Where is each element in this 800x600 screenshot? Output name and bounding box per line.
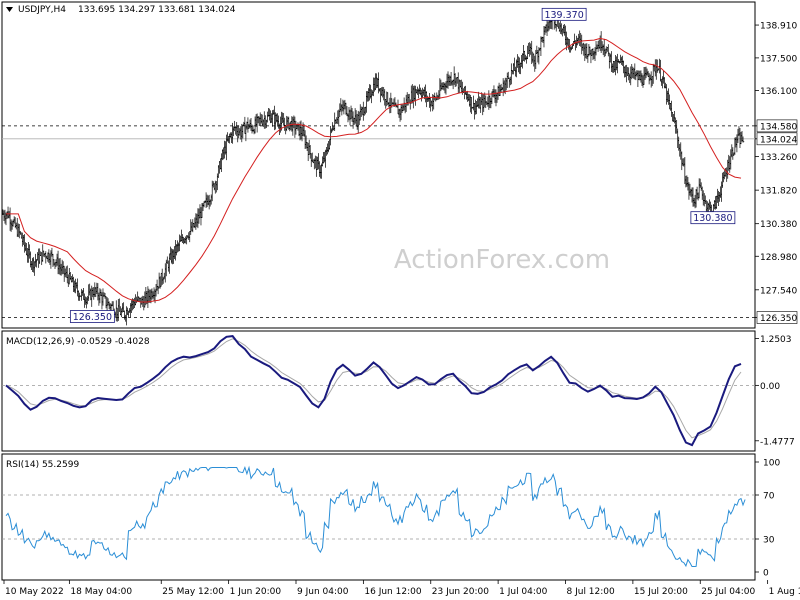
svg-text:133.260: 133.260: [760, 153, 797, 163]
y-tick-label: 126.350: [755, 311, 797, 324]
svg-text:131.820: 131.820: [760, 187, 797, 197]
x-tick-label: 1 Jul 04:00: [497, 580, 548, 597]
x-tick-label: 1 Aug 12:00: [767, 580, 800, 597]
svg-text:128.980: 128.980: [760, 253, 797, 263]
x-tick-label: 9 Jun 04:00: [295, 580, 349, 597]
price-annotation: 126.350: [69, 310, 115, 323]
svg-text:10 May 2022: 10 May 2022: [5, 587, 64, 597]
y-tick-label: 131.820: [755, 187, 797, 197]
macd-line: [5, 335, 742, 447]
price-annotation: 130.380: [690, 211, 736, 224]
rsi-y-tick: 30: [755, 536, 775, 546]
x-tick-label: 16 Jun 12:00: [362, 580, 422, 597]
y-tick-label: 128.980: [755, 253, 797, 263]
rsi-title: RSI(14) 55.2599: [6, 460, 79, 470]
svg-text:1 Jul 04:00: 1 Jul 04:00: [499, 587, 548, 597]
svg-text:9 Jun 04:00: 9 Jun 04:00: [297, 587, 349, 597]
watermark: ActionForex.com: [394, 245, 610, 275]
macd-title: MACD(12,26,9) -0.0529 -0.4028: [6, 337, 150, 347]
y-tick-label: 138.910: [755, 22, 797, 32]
x-tick-label: 25 Jul 04:00: [699, 580, 755, 597]
x-tick-label: 23 Jun 20:00: [430, 580, 489, 597]
svg-text:138.910: 138.910: [760, 22, 797, 32]
svg-text:1.2503: 1.2503: [760, 335, 792, 345]
svg-text:30: 30: [763, 536, 775, 546]
macd-group: 1.2503 0.00 -1.4777: [2, 335, 795, 447]
svg-text:23 Jun 20:00: 23 Jun 20:00: [432, 587, 489, 597]
macd-y-tick: 1.2503: [755, 335, 792, 345]
macd-panel-frame: [1, 330, 756, 452]
svg-text:1 Aug 12:00: 1 Aug 12:00: [769, 587, 800, 597]
svg-text:137.500: 137.500: [760, 54, 797, 64]
x-tick-label: 1 Jun 20:00: [228, 580, 282, 597]
y-tick-label: 130.380: [755, 220, 797, 230]
svg-text:18 May 04:00: 18 May 04:00: [70, 587, 132, 597]
svg-text:25 Jul 04:00: 25 Jul 04:00: [701, 587, 755, 597]
svg-text:127.540: 127.540: [760, 286, 797, 296]
svg-text:0: 0: [763, 569, 769, 579]
x-tick-label: 10 May 2022: [3, 580, 64, 597]
y-tick-label: 136.100: [755, 87, 797, 97]
rsi-y-tick: 100: [755, 459, 780, 469]
y-tick-label: 127.540: [755, 286, 797, 296]
dropdown-triangle-icon[interactable]: [6, 7, 13, 12]
svg-text:70: 70: [763, 492, 775, 502]
svg-text:139.370: 139.370: [544, 10, 583, 21]
svg-text:126.350: 126.350: [73, 312, 112, 323]
svg-text:136.100: 136.100: [760, 87, 797, 97]
svg-text:130.380: 130.380: [693, 213, 732, 224]
svg-text:126.350: 126.350: [760, 314, 797, 324]
ohlc-readout: 133.695 134.297 133.681 134.024: [78, 5, 236, 15]
time-axis: 10 May 2022 18 May 04:00 25 May 12:00 1 Jun…: [3, 580, 800, 597]
price-panel-frame: [1, 1, 756, 329]
rsi-line: [5, 465, 746, 568]
price-axis: 138.910 137.500 136.100 134.580 134.024 133.2…: [755, 22, 797, 324]
rsi-panel-frame: [1, 453, 756, 581]
svg-text:134.580: 134.580: [760, 122, 797, 132]
price-reference-lines: [2, 125, 755, 318]
moving-average-group: [6, 37, 742, 303]
x-tick-label: 18 May 04:00: [68, 580, 132, 597]
price-annotation: 139.370: [541, 7, 587, 21]
svg-text:15 Jul 20:00: 15 Jul 20:00: [634, 587, 688, 597]
y-tick-label: 134.024: [755, 132, 797, 145]
svg-text:25 May 12:00: 25 May 12:00: [162, 587, 224, 597]
x-tick-label: 25 May 12:00: [160, 580, 224, 597]
svg-text:8 Jul 12:00: 8 Jul 12:00: [567, 587, 616, 597]
svg-text:0.00: 0.00: [760, 382, 780, 392]
y-tick-label: 133.260: [755, 153, 797, 163]
svg-text:100: 100: [763, 459, 780, 469]
macd-y-tick: -1.4777: [755, 437, 795, 447]
symbol-title: USDJPY,H4: [18, 5, 66, 15]
x-tick-label: 8 Jul 12:00: [565, 580, 616, 597]
svg-text:-1.4777: -1.4777: [760, 437, 795, 447]
svg-text:130.380: 130.380: [760, 220, 797, 230]
candles-group: [1, 9, 745, 326]
y-tick-label: 137.500: [755, 54, 797, 64]
rsi-y-tick: 0: [755, 569, 769, 579]
macd-signal-line: [5, 338, 742, 439]
svg-text:1 Jun 20:00: 1 Jun 20:00: [230, 587, 282, 597]
moving-average-line: [6, 37, 742, 303]
svg-text:16 Jun 12:00: 16 Jun 12:00: [364, 587, 421, 597]
rsi-group: 100 70 30 0: [2, 459, 780, 579]
x-tick-label: 15 Jul 20:00: [632, 580, 688, 597]
candle: [741, 136, 745, 143]
annotation-labels: 139.370 126.350 130.380: [69, 7, 736, 323]
macd-y-tick: 0.00: [755, 382, 780, 392]
svg-text:134.024: 134.024: [760, 135, 797, 145]
y-tick-label: 134.580: [755, 119, 797, 132]
rsi-y-tick: 70: [755, 492, 775, 502]
